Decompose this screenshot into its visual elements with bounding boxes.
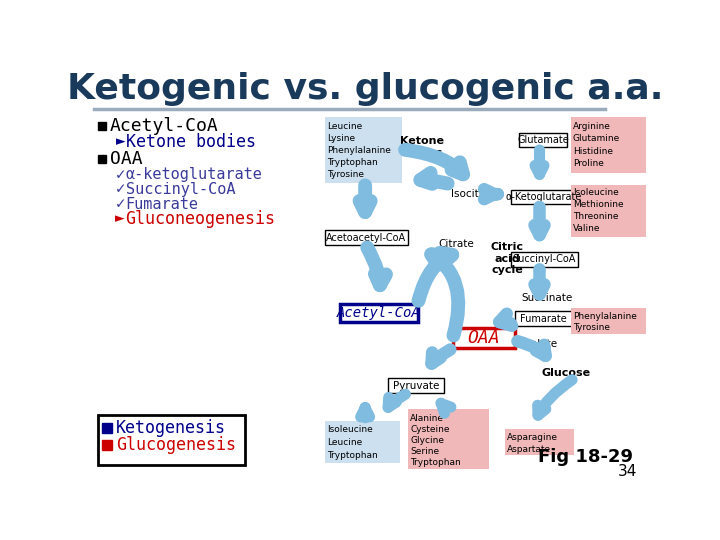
- Text: ►: ►: [114, 212, 125, 225]
- Text: Tryptophan: Tryptophan: [410, 458, 461, 468]
- Text: Acetyl-CoA: Acetyl-CoA: [337, 306, 421, 320]
- Text: Threonine: Threonine: [573, 212, 618, 221]
- Text: Lysine: Lysine: [327, 134, 355, 143]
- FancyBboxPatch shape: [98, 415, 245, 465]
- Text: Acetyl-CoA: Acetyl-CoA: [110, 117, 219, 136]
- FancyBboxPatch shape: [515, 311, 573, 326]
- Text: Tyrosine: Tyrosine: [573, 323, 610, 332]
- Text: Fumarate: Fumarate: [520, 314, 567, 323]
- Text: Leucine: Leucine: [327, 122, 362, 131]
- Text: Methionine: Methionine: [573, 200, 624, 209]
- Text: Tryptophan: Tryptophan: [327, 451, 378, 460]
- Text: Citric
acid
cycle: Citric acid cycle: [490, 242, 523, 275]
- Text: Isoleucine: Isoleucine: [573, 188, 618, 197]
- FancyBboxPatch shape: [510, 252, 578, 267]
- Text: Isoleucine: Isoleucine: [327, 424, 373, 434]
- Text: ►: ►: [117, 136, 126, 148]
- FancyBboxPatch shape: [388, 378, 444, 393]
- FancyBboxPatch shape: [453, 328, 515, 348]
- FancyBboxPatch shape: [570, 185, 646, 237]
- FancyBboxPatch shape: [325, 421, 400, 463]
- Text: Ketone
bodies: Ketone bodies: [400, 137, 444, 158]
- Text: Citrate: Citrate: [438, 239, 474, 249]
- Text: Pyruvate: Pyruvate: [393, 381, 439, 390]
- Text: Arginine: Arginine: [573, 122, 611, 131]
- Text: Glutamine: Glutamine: [573, 134, 620, 143]
- Text: Ketogenesis: Ketogenesis: [117, 419, 226, 437]
- Text: OAA: OAA: [110, 150, 143, 168]
- FancyBboxPatch shape: [570, 117, 646, 173]
- Text: Succinyl-CoA: Succinyl-CoA: [513, 254, 576, 264]
- Text: Alanine: Alanine: [410, 414, 444, 423]
- Text: Aspartate: Aspartate: [507, 444, 551, 454]
- Text: Acetoacetyl-CoA: Acetoacetyl-CoA: [326, 233, 406, 242]
- Text: Glucose: Glucose: [541, 368, 590, 378]
- Text: OAA: OAA: [467, 329, 500, 347]
- Text: Succinyl-CoA: Succinyl-CoA: [126, 182, 235, 197]
- Text: α-Ketoglutarate: α-Ketoglutarate: [506, 192, 582, 202]
- Text: Ketogenic vs. glucogenic a.a.: Ketogenic vs. glucogenic a.a.: [67, 72, 663, 106]
- Text: Succinate: Succinate: [521, 293, 573, 303]
- FancyBboxPatch shape: [519, 132, 567, 147]
- Text: Fumarate: Fumarate: [126, 197, 199, 212]
- FancyBboxPatch shape: [505, 429, 575, 455]
- Text: Glutamate: Glutamate: [518, 135, 570, 145]
- Text: Cysteine: Cysteine: [410, 425, 449, 434]
- Text: Leucine: Leucine: [327, 437, 362, 447]
- Text: Ketone bodies: Ketone bodies: [127, 133, 256, 151]
- Text: α-ketoglutarate: α-ketoglutarate: [126, 167, 263, 183]
- FancyBboxPatch shape: [408, 409, 489, 469]
- FancyBboxPatch shape: [341, 303, 418, 322]
- FancyBboxPatch shape: [510, 190, 578, 204]
- Text: Tyrosine: Tyrosine: [327, 170, 364, 179]
- Text: Gluconeogenesis: Gluconeogenesis: [125, 210, 275, 228]
- Text: Serine: Serine: [410, 447, 439, 456]
- FancyBboxPatch shape: [325, 117, 402, 183]
- Text: Glycine: Glycine: [410, 436, 444, 445]
- Text: Isocitrate: Isocitrate: [451, 189, 500, 199]
- Text: Asparagine: Asparagine: [507, 433, 558, 442]
- Text: Phenylalanine: Phenylalanine: [327, 146, 391, 155]
- Text: Glucogenesis: Glucogenesis: [117, 436, 236, 454]
- Text: Fig 18-29: Fig 18-29: [538, 449, 632, 467]
- FancyBboxPatch shape: [570, 308, 646, 334]
- Text: Proline: Proline: [573, 159, 603, 168]
- Text: Histidine: Histidine: [573, 146, 613, 156]
- Text: ✓: ✓: [114, 168, 127, 182]
- Text: ✓: ✓: [114, 197, 127, 211]
- Text: Malate: Malate: [522, 339, 557, 348]
- Text: Phenylalanine: Phenylalanine: [573, 312, 636, 321]
- Text: Valine: Valine: [573, 224, 600, 233]
- FancyBboxPatch shape: [325, 231, 408, 245]
- Text: ✓: ✓: [114, 183, 127, 197]
- Text: Tryptophan: Tryptophan: [327, 158, 378, 167]
- Text: 34: 34: [618, 464, 637, 479]
